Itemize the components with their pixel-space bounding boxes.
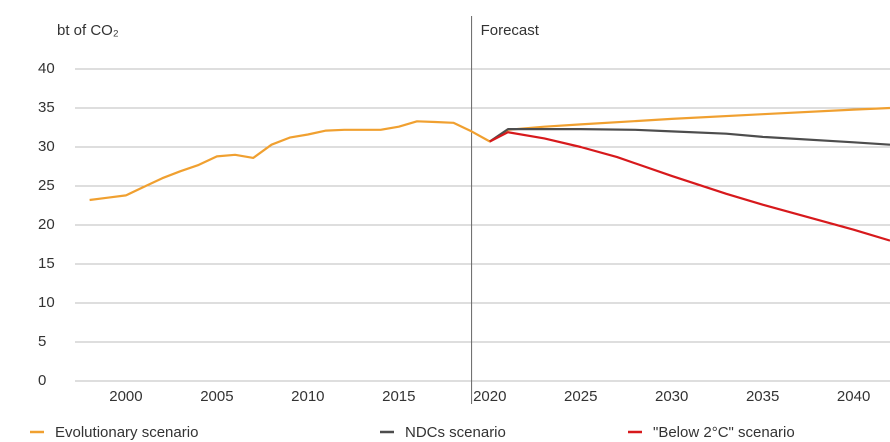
y-tick-label: 15 — [38, 255, 55, 272]
legend-label: "Below 2°C" scenario — [653, 424, 795, 441]
legend-label: Evolutionary scenario — [55, 424, 198, 441]
x-tick-label: 2015 — [382, 388, 415, 405]
y-tick-label: 30 — [38, 138, 55, 155]
x-tick-label: 2025 — [564, 388, 597, 405]
y-tick-label: 20 — [38, 216, 55, 233]
forecast-label: Forecast — [481, 22, 540, 39]
x-tick-label: 2030 — [655, 388, 688, 405]
x-tick-label: 2040 — [837, 388, 870, 405]
x-tick-label: 2020 — [473, 388, 506, 405]
series-line — [489, 131, 890, 242]
y-tick-label: 10 — [38, 294, 55, 311]
x-tick-label: 2010 — [291, 388, 324, 405]
legend-label: NDCs scenario — [405, 424, 506, 441]
series-line — [489, 128, 890, 146]
x-tick-label: 2005 — [200, 388, 233, 405]
y-tick-label: 40 — [38, 60, 55, 77]
y-tick-label: 35 — [38, 99, 55, 116]
y-tick-label: 25 — [38, 177, 55, 194]
y-axis-label: bt of CO₂ — [57, 22, 119, 39]
x-tick-label: 2000 — [109, 388, 142, 405]
y-tick-label: 5 — [38, 333, 46, 350]
y-tick-label: 0 — [38, 372, 46, 389]
series-line — [89, 106, 890, 202]
x-tick-label: 2035 — [746, 388, 779, 405]
